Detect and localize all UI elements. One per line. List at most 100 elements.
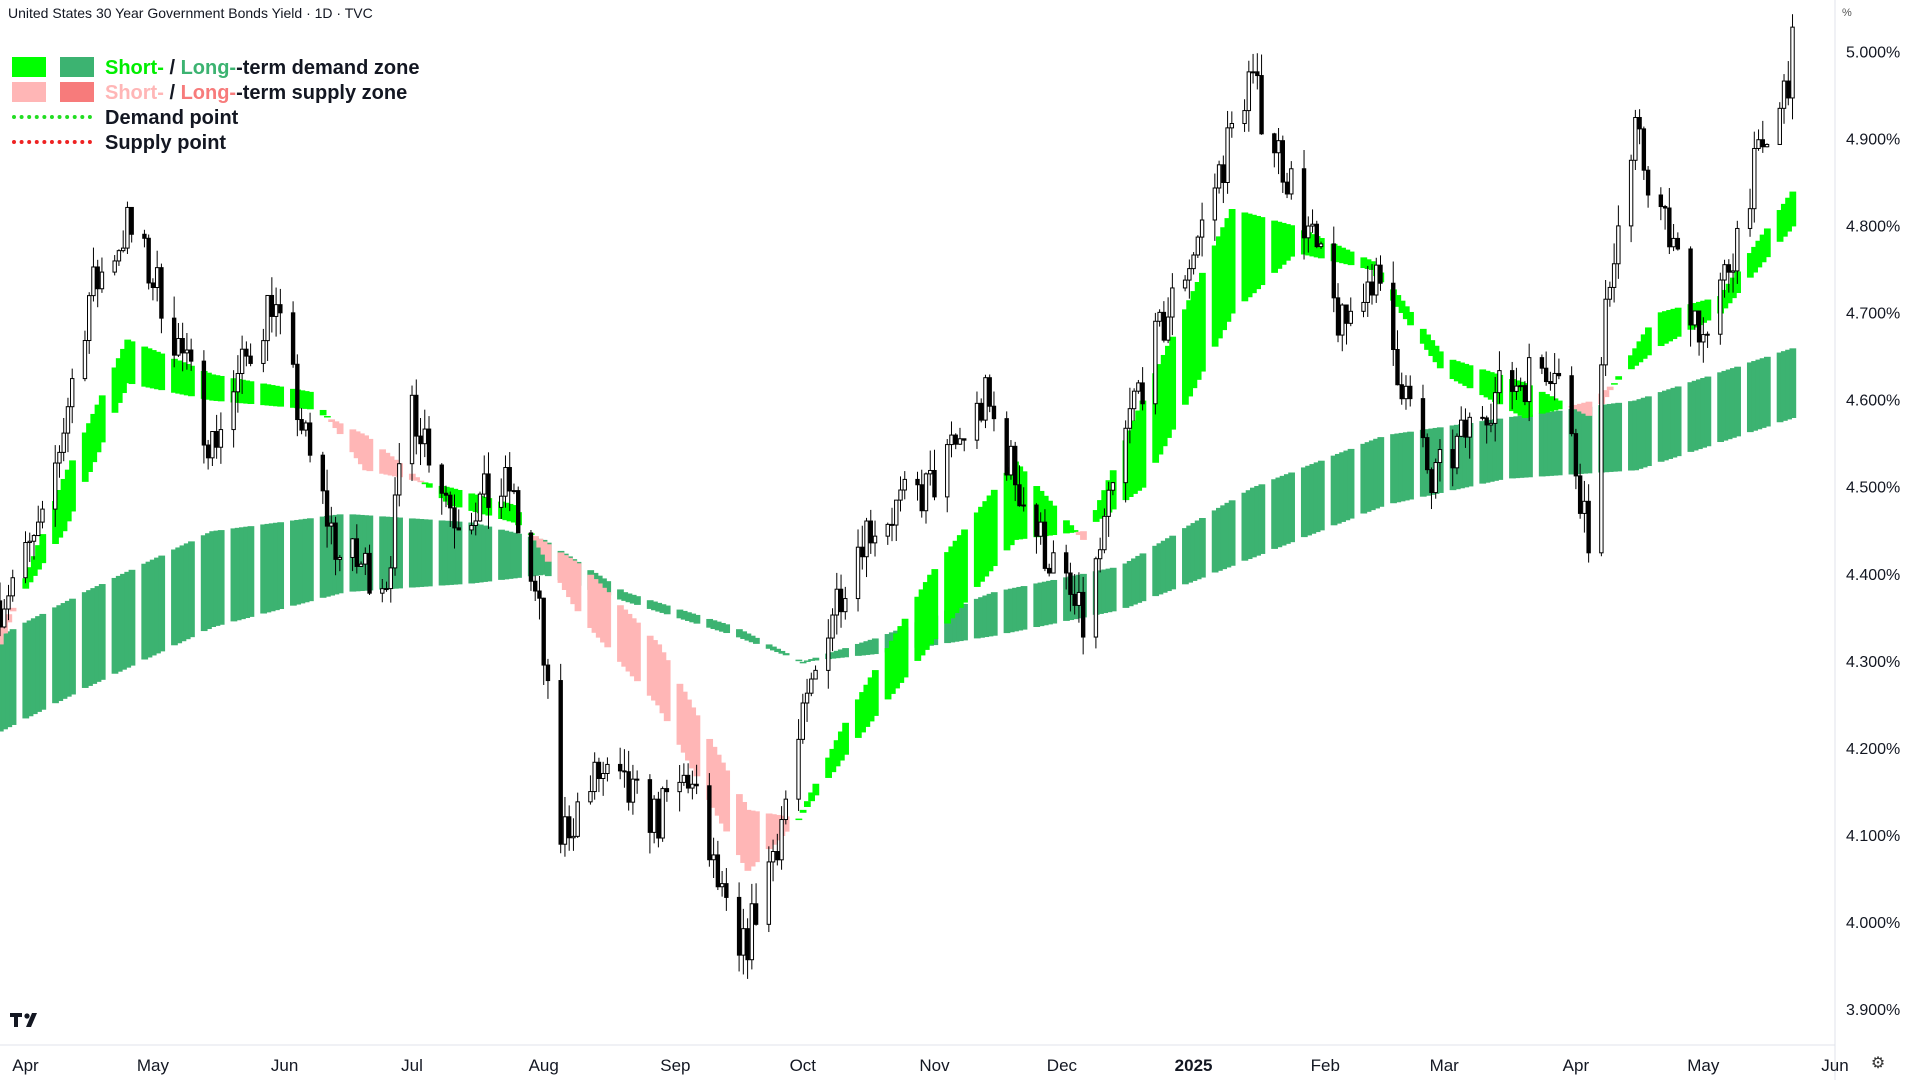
- long-term-zone-slice: [1037, 582, 1045, 627]
- candle-body: [838, 588, 844, 613]
- y-tick-label: 3.900%: [1846, 1002, 1900, 1019]
- candle-body: [1272, 133, 1277, 154]
- candle-body: [1072, 593, 1077, 606]
- long-term-zone-slice: [1275, 477, 1283, 548]
- long-term-zone-slice: [290, 520, 297, 606]
- long-term-zone-slice: [1216, 507, 1223, 571]
- short-term-zone-slice: [914, 596, 922, 661]
- legend-separator: /: [163, 57, 181, 79]
- short-term-zone-slice: [1602, 390, 1610, 398]
- long-term-zone-slice: [1555, 410, 1563, 476]
- long-term-zone-slice: [94, 586, 102, 682]
- long-term-zone-slice: [1339, 452, 1346, 522]
- candle-body: [1764, 143, 1770, 148]
- short-term-zone-slice: [1674, 307, 1682, 337]
- short-term-zone-slice: [710, 746, 718, 808]
- short-term-zone-slice: [247, 381, 255, 404]
- long-term-zone-slice: [209, 531, 217, 627]
- y-tick-label: 4.600%: [1846, 393, 1900, 410]
- short-term-zone-slice: [837, 731, 845, 761]
- candle-body: [409, 394, 415, 465]
- long-term-zone-slice: [35, 616, 42, 712]
- long-term-zone-slice: [1220, 505, 1228, 570]
- short-term-zone-slice: [273, 385, 280, 407]
- candle-body: [1063, 552, 1069, 574]
- long-term-zone-slice: [944, 610, 951, 644]
- short-term-zone-slice: [693, 715, 701, 777]
- short-term-zone-slice: [209, 374, 217, 401]
- short-term-zone-slice: [349, 429, 357, 453]
- long-term-zone-slice: [1101, 569, 1109, 614]
- short-term-zone-slice: [1160, 354, 1168, 447]
- long-term-zone-slice: [948, 608, 956, 643]
- legend-swatch-short-supply: [12, 82, 46, 102]
- candle-body: [2, 608, 7, 628]
- short-term-zone-slice: [888, 640, 896, 694]
- candle-body: [210, 431, 215, 459]
- short-term-zone-slice: [1458, 362, 1465, 384]
- short-term-zone-slice: [145, 348, 153, 388]
- candle-body: [651, 798, 657, 833]
- short-term-zone-slice: [574, 563, 582, 612]
- long-term-zone-slice: [485, 526, 493, 582]
- short-term-zone-slice: [1763, 228, 1771, 258]
- candle-body: [753, 903, 759, 925]
- tradingview-logo-icon[interactable]: [10, 1013, 42, 1034]
- long-term-zone-slice: [961, 603, 968, 641]
- short-term-zone-slice: [120, 348, 127, 394]
- short-term-zone-slice: [685, 699, 692, 761]
- short-term-zone-slice: [1449, 359, 1457, 380]
- long-term-zone-slice: [1479, 421, 1487, 484]
- candle-body: [1548, 381, 1553, 385]
- candle-body: [1259, 75, 1264, 135]
- candle-body: [477, 493, 483, 522]
- short-term-zone-slice: [455, 489, 463, 508]
- legend-rest: -term demand zone: [236, 57, 420, 79]
- candle-body: [868, 520, 873, 544]
- candle-body: [1786, 80, 1791, 99]
- long-term-zone-slice: [1487, 419, 1495, 482]
- candle-body: [719, 883, 725, 888]
- candle-body: [558, 680, 563, 845]
- long-term-zone-slice: [1313, 462, 1321, 533]
- short-term-zone-slice: [1334, 245, 1342, 263]
- long-term-zone-slice: [455, 521, 463, 585]
- short-term-zone-slice: [825, 757, 832, 778]
- candle-body: [269, 294, 275, 317]
- candle-body: [800, 702, 806, 740]
- x-tick-label: Jul: [401, 1056, 423, 1075]
- candle-body: [1310, 223, 1315, 227]
- candle-body: [562, 816, 568, 845]
- gear-icon[interactable]: ⚙: [1870, 1055, 1886, 1072]
- short-term-zone-slice: [1462, 363, 1470, 386]
- short-term-zone-slice: [1628, 355, 1635, 370]
- candle-body: [630, 778, 636, 803]
- short-term-zone-slice: [243, 380, 251, 404]
- candle-body: [1335, 297, 1341, 336]
- candle-body: [473, 520, 478, 526]
- candle-body: [142, 233, 147, 239]
- short-term-zone-slice: [922, 582, 930, 650]
- long-term-zone-slice: [1139, 553, 1147, 602]
- short-term-zone-slice: [481, 496, 488, 515]
- long-term-zone-slice: [1695, 379, 1703, 450]
- candle-body: [1110, 482, 1116, 491]
- short-term-zone-slice: [1003, 472, 1011, 551]
- long-term-zone-slice: [183, 543, 191, 640]
- candle-body: [1042, 521, 1048, 569]
- short-term-zone-slice: [1453, 361, 1461, 382]
- short-term-zone-slice: [1555, 400, 1563, 410]
- candle-body: [596, 761, 602, 779]
- long-term-zone-slice: [1156, 543, 1164, 595]
- long-term-zone-slice: [685, 612, 692, 621]
- short-term-zone-slice: [175, 360, 183, 394]
- candle-body: [1611, 263, 1617, 288]
- short-term-zone-slice: [1245, 213, 1253, 298]
- long-term-zone-slice: [1628, 401, 1635, 471]
- candle-body: [244, 348, 249, 357]
- long-term-zone-slice: [1402, 432, 1410, 501]
- y-tick-label: 4.200%: [1846, 741, 1900, 758]
- x-tick-label: 2025: [1175, 1056, 1213, 1075]
- candle-body: [894, 499, 899, 526]
